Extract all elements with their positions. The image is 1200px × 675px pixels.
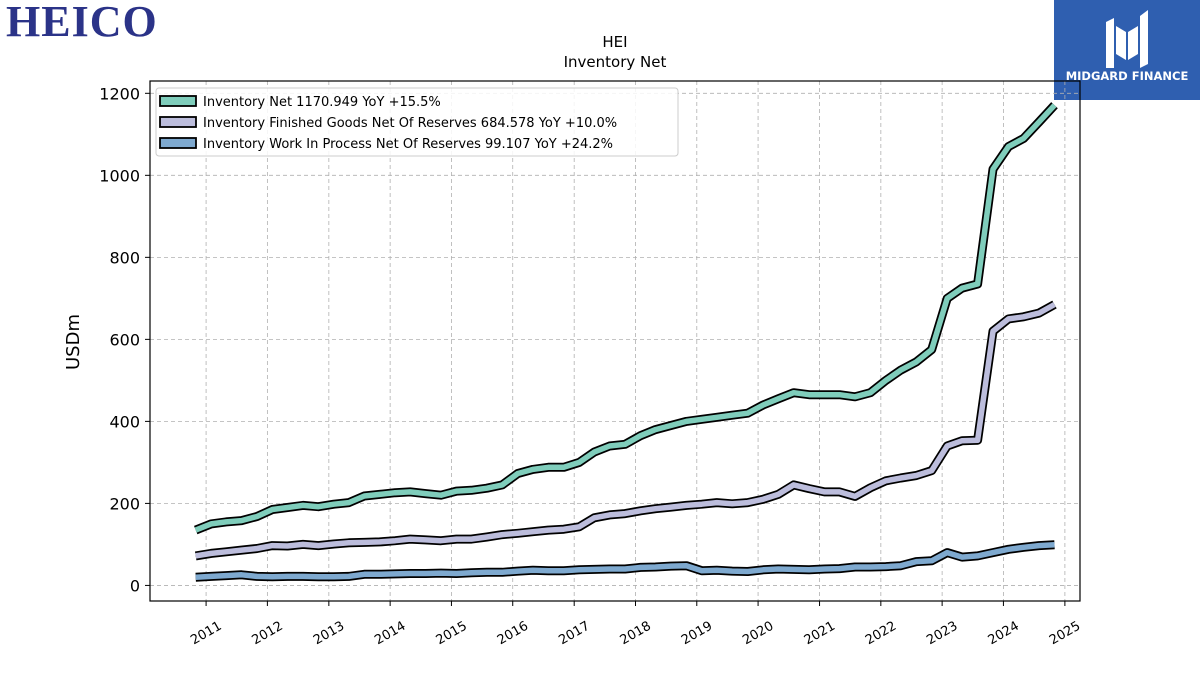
- y-tick-label: 200: [109, 494, 140, 513]
- x-tick-label: 2020: [740, 619, 776, 649]
- legend-entry-label: Inventory Work In Process Net Of Reserve…: [203, 137, 613, 152]
- legend-swatch: [159, 95, 197, 107]
- x-tick-label: 2025: [1047, 619, 1083, 649]
- legend-swatch: [159, 137, 197, 149]
- chart-title: HEI: [602, 33, 627, 51]
- plot-frame: [149, 80, 1081, 602]
- series-outline-1: [194, 300, 1057, 561]
- legend-swatch: [159, 116, 197, 128]
- midgard-finance-badge: MIDGARD FINANCE: [1054, 0, 1200, 100]
- y-tick-label: 800: [109, 248, 140, 267]
- legend-box: [155, 87, 679, 157]
- y-tick-label: 600: [109, 330, 140, 349]
- series-line-1: [195, 302, 1056, 559]
- series-outline-0: [194, 102, 1058, 535]
- x-tick-label: 2012: [250, 619, 286, 649]
- x-tick-label: 2014: [372, 619, 408, 649]
- x-tick-label: 2016: [495, 619, 531, 649]
- y-tick-label: 400: [109, 412, 140, 431]
- x-tick-label: 2019: [679, 619, 715, 649]
- x-tick-label: 2015: [434, 619, 470, 649]
- x-tick-label: 2023: [924, 619, 960, 649]
- legend-entry-label: Inventory Net 1170.949 YoY +15.5%: [203, 95, 441, 110]
- series-line-2: [195, 542, 1055, 580]
- y-tick-label: 1200: [99, 84, 140, 103]
- x-tick-label: 2013: [311, 619, 347, 649]
- legend: Inventory Net 1170.949 YoY +15.5% Invento…: [155, 87, 679, 157]
- legend-entry-label: Inventory Finished Goods Net Of Reserves…: [203, 116, 617, 131]
- y-tick-label: 1000: [99, 166, 140, 185]
- x-tick-label: 2017: [556, 619, 592, 649]
- midgard-finance-label: MIDGARD FINANCE: [1065, 69, 1189, 83]
- x-tick-label: 2022: [863, 619, 899, 649]
- heico-logo: HEICO: [6, 0, 158, 46]
- x-tick-label: 2011: [188, 619, 224, 649]
- chart-subtitle: Inventory Net: [564, 53, 667, 71]
- midgard-mark-icon: [1106, 10, 1148, 68]
- x-tick-label: 2021: [802, 619, 838, 649]
- y-axis-label: USDm: [63, 314, 84, 370]
- x-tick-label: 2018: [618, 619, 654, 649]
- series-lines: [194, 102, 1058, 582]
- series-line-0: [194, 103, 1057, 533]
- grid-lines: [150, 81, 1080, 601]
- x-tick-label: 2024: [986, 619, 1022, 649]
- y-tick-label: 0: [130, 576, 140, 595]
